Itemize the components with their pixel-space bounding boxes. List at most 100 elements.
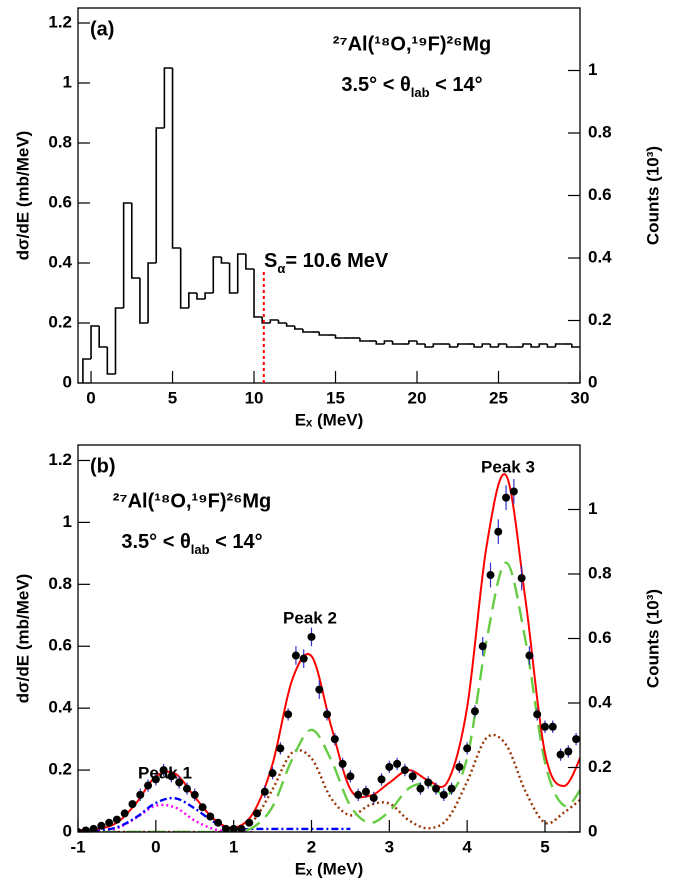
y-tick-label: 0 [63, 821, 72, 840]
x-tick-label: 2 [307, 837, 316, 856]
data-point [533, 710, 542, 719]
histogram-bin [220, 257, 230, 264]
histogram-bin [432, 343, 442, 347]
x-tick-label: 10 [245, 388, 264, 407]
data-point [525, 651, 534, 660]
y-tick-label: 1.2 [48, 12, 72, 31]
peak-label: Peak 2 [283, 608, 337, 627]
histogram-bin [522, 343, 532, 347]
y-tick-label: 0.6 [48, 636, 72, 655]
data-point [245, 818, 254, 827]
y-axis-title: dσ/dE (mb/MeV) [13, 131, 32, 261]
y2-tick-label: 0.2 [588, 757, 612, 776]
frame [77, 7, 581, 384]
y-tick-label: 0 [63, 372, 72, 391]
y2-tick-label: 0.4 [588, 247, 612, 266]
angle-range-sub: lab [411, 85, 430, 100]
data-point [120, 809, 129, 818]
histogram-bin [505, 344, 515, 348]
x-axis-title: Eₓ (MeV) [295, 410, 364, 429]
data-point [369, 793, 378, 802]
data-point [221, 824, 230, 832]
data-point [175, 778, 184, 787]
data-point [385, 762, 394, 771]
angle-range-main: < 14° [430, 74, 483, 96]
y-tick-label: 0.2 [48, 312, 72, 331]
histogram-bin [114, 307, 124, 374]
data-point [439, 790, 448, 799]
histogram-bin [122, 202, 132, 308]
data-point [338, 759, 347, 768]
y-tick-label: 1 [63, 72, 72, 91]
data-point [323, 710, 332, 719]
reaction: ²⁷Al(¹⁸O,¹⁹F)²⁶Mg [113, 490, 272, 512]
data-point [198, 803, 207, 812]
x-tick-label: 25 [489, 388, 508, 407]
histogram-bin [245, 254, 255, 270]
data-point [502, 493, 511, 502]
frame [77, 444, 581, 833]
data-point [463, 744, 472, 753]
histogram-bin [277, 320, 287, 324]
plot-area [82, 67, 580, 383]
y-tick-label: 0.2 [48, 760, 72, 779]
y2-tick-label: 0.8 [588, 122, 612, 141]
histogram-bin [261, 317, 271, 324]
y2-tick-label: 1 [588, 60, 597, 79]
data-point [548, 722, 557, 731]
histogram-bin [302, 329, 312, 333]
data-point [151, 775, 160, 784]
data-point [167, 772, 176, 781]
y2-tick-label: 0.4 [588, 692, 612, 711]
data-point [276, 744, 285, 753]
data-point [315, 685, 324, 694]
plot-area [78, 473, 580, 832]
histogram-bin [473, 344, 483, 348]
histogram-bin [212, 256, 222, 293]
x-tick-label: 30 [571, 388, 590, 407]
histogram-bin [554, 343, 564, 347]
data-point [89, 824, 98, 832]
x-tick-label: 5 [540, 837, 549, 856]
data-point [299, 654, 308, 663]
histogram-bin [391, 341, 401, 345]
histogram-bin [456, 343, 466, 347]
histogram-bin [163, 67, 173, 128]
data-point [307, 632, 316, 641]
data-point [470, 707, 479, 716]
histogram-bin [489, 344, 499, 348]
angle-range: 3.5° < θlab < 14° [121, 531, 262, 557]
data-point [136, 790, 145, 799]
x-tick-label: 0 [86, 388, 95, 407]
data-point [284, 710, 293, 719]
histogram-bin [285, 323, 295, 327]
data-point [144, 781, 153, 790]
data-point [253, 809, 262, 818]
histogram-bin [424, 344, 434, 348]
x-tick-label: 3 [385, 837, 394, 856]
data-point [432, 784, 441, 793]
histogram-bin [538, 343, 548, 347]
x-tick-label: 0 [151, 837, 160, 856]
threshold-label-main: S [264, 250, 277, 272]
y-tick-label: 0.6 [48, 192, 72, 211]
fit-curve [78, 796, 351, 832]
data-point [291, 651, 300, 660]
histogram-bin [98, 326, 108, 348]
threshold-label: Sα= 10.6 MeV [264, 250, 389, 276]
histogram-bin [90, 325, 100, 359]
data-point [190, 790, 199, 799]
histogram-bin [147, 262, 157, 323]
x-tick-label: 5 [168, 388, 177, 407]
angle-range-main: 3.5° < θ [341, 74, 410, 96]
data-point [400, 766, 409, 775]
histogram-bin [253, 269, 263, 318]
data-point [97, 821, 106, 830]
histogram-bin [179, 248, 189, 309]
x-tick-label: 1 [229, 837, 238, 856]
histogram-bin [293, 326, 303, 330]
histogram-bin [171, 68, 181, 249]
data-point [237, 824, 246, 832]
histogram-bin [448, 344, 458, 348]
